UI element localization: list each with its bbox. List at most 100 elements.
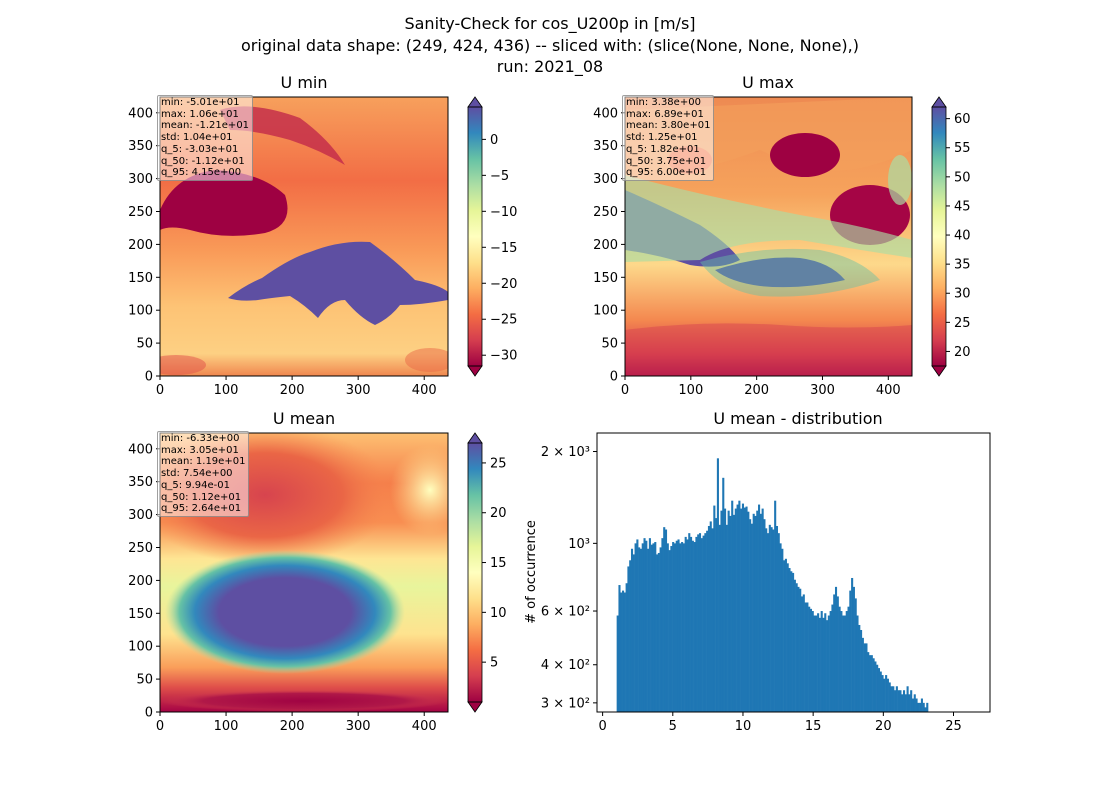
histogram-bar bbox=[691, 540, 694, 712]
histogram-y-tick-label: 10³ bbox=[568, 537, 590, 552]
umean-colorbar-tick-label: 20 bbox=[490, 506, 507, 521]
histogram-bar bbox=[788, 568, 791, 712]
histogram-bar bbox=[720, 510, 723, 712]
histogram-bar bbox=[736, 504, 739, 712]
histogram-bar bbox=[670, 546, 673, 712]
umin-colorbar-tick-label: 0 bbox=[490, 133, 498, 148]
umin-y-tick-label: 0 bbox=[145, 370, 153, 385]
umax-x-tick-label: 100 bbox=[678, 383, 703, 398]
umean-colorbar-extend-bottom bbox=[467, 701, 483, 713]
umax-x-axis: 0 100 200 300 400 bbox=[621, 376, 901, 398]
umax-x-tick-label: 400 bbox=[876, 383, 901, 398]
umax-colorbar-extend-bottom bbox=[931, 365, 947, 377]
umin-x-tick-label: 400 bbox=[412, 383, 437, 398]
umax-colorbar-tick-label: 25 bbox=[954, 316, 971, 331]
umean-panel: U mean 0 100 200 300 400 0 50 100 150 200 250 300 3… bbox=[128, 409, 506, 734]
umean-y-tick-label: 150 bbox=[128, 607, 153, 622]
histogram-bar bbox=[845, 611, 848, 712]
histogram-bar bbox=[908, 694, 911, 712]
umax-title: U max bbox=[742, 73, 794, 92]
histogram-bar bbox=[879, 671, 882, 712]
umin-y-tick-label: 150 bbox=[128, 271, 153, 286]
histogram-bar bbox=[802, 594, 805, 712]
histogram-bar bbox=[894, 690, 897, 712]
histogram-y-tick-label: 4 × 10² bbox=[541, 658, 590, 673]
umax-x-tick-label: 0 bbox=[621, 383, 629, 398]
histogram-bar bbox=[668, 550, 671, 712]
umax-heatmap bbox=[625, 97, 912, 376]
umax-y-tick-label: 350 bbox=[593, 139, 618, 154]
histogram-bar bbox=[745, 506, 748, 712]
umin-stat-std: std: 1.04e+01 bbox=[161, 132, 233, 144]
histogram-bar bbox=[686, 539, 689, 712]
histogram-bar bbox=[858, 624, 861, 712]
umean-heatmap bbox=[160, 433, 448, 712]
umax-y-tick-label: 0 bbox=[610, 370, 618, 385]
histogram-bar bbox=[883, 678, 886, 712]
histogram-bar bbox=[806, 602, 809, 712]
umean-y-tick-label: 200 bbox=[128, 574, 153, 589]
umean-x-tick-label: 400 bbox=[412, 719, 437, 734]
histogram-bar bbox=[838, 606, 841, 712]
histogram-panel: U mean - distribution 0 5 10 15 20 25 3 × 10²… bbox=[524, 409, 991, 734]
histogram-bar bbox=[750, 523, 753, 712]
histogram-bar bbox=[663, 527, 666, 712]
histogram-bar bbox=[677, 539, 680, 712]
histogram-bar bbox=[682, 543, 685, 712]
histogram-bar bbox=[842, 615, 845, 712]
histogram-bar bbox=[813, 615, 816, 712]
umean-x-tick-label: 0 bbox=[156, 719, 164, 734]
histogram-x-tick-label: 10 bbox=[735, 719, 752, 734]
histogram-bar bbox=[890, 686, 893, 712]
umax-stats-box: min: 3.38e+00 max: 6.89e+01 mean: 3.80e+… bbox=[622, 95, 715, 181]
histogram-bar bbox=[684, 536, 687, 712]
histogram-bar bbox=[822, 617, 825, 712]
histogram-bar bbox=[786, 563, 789, 712]
histogram-bar bbox=[756, 510, 759, 712]
histogram-bar bbox=[652, 543, 655, 712]
umean-x-tick-label: 200 bbox=[280, 719, 305, 734]
figure-title-line-3: run: 2021_08 bbox=[496, 57, 604, 76]
histogram-bar bbox=[886, 678, 889, 712]
histogram-bar bbox=[675, 540, 678, 712]
umax-colorbar-tick-label: 30 bbox=[954, 287, 971, 302]
umean-stat-q5: q_5: 9.94e-01 bbox=[161, 479, 231, 491]
histogram-x-tick-label: 0 bbox=[598, 719, 606, 734]
histogram-bar bbox=[840, 611, 843, 712]
histogram-x-axis: 0 5 10 15 20 25 bbox=[598, 712, 962, 734]
histogram-bar bbox=[759, 513, 762, 712]
histogram-bar bbox=[901, 694, 904, 712]
histogram-bar bbox=[618, 585, 621, 712]
histogram-bar bbox=[634, 543, 637, 712]
histogram-bar bbox=[913, 694, 916, 712]
umean-stat-mean: mean: 1.19e+01 bbox=[161, 456, 246, 468]
umin-y-tick-label: 300 bbox=[128, 172, 153, 187]
umean-y-tick-label: 50 bbox=[136, 673, 153, 688]
histogram-bar bbox=[741, 503, 745, 712]
histogram-bar bbox=[833, 594, 836, 712]
histogram-bar bbox=[820, 611, 823, 712]
umax-stat-q95: q_95: 6.00e+01 bbox=[626, 167, 707, 179]
umin-x-tick-label: 200 bbox=[280, 383, 305, 398]
histogram-y-tick-label: 3 × 10² bbox=[541, 696, 590, 711]
umean-y-axis: 0 50 100 150 200 250 300 350 400 bbox=[128, 442, 160, 721]
histogram-bar bbox=[892, 686, 895, 712]
histogram-bar bbox=[897, 690, 900, 712]
histogram-bar bbox=[827, 615, 830, 712]
histogram-bar bbox=[784, 558, 787, 712]
histogram-bar bbox=[885, 675, 888, 712]
histogram-bar bbox=[620, 592, 623, 712]
umean-y-tick-label: 400 bbox=[128, 442, 153, 457]
histogram-bar bbox=[811, 611, 814, 712]
histogram-bar bbox=[704, 533, 707, 712]
histogram-bar bbox=[881, 675, 884, 712]
umean-stat-max: max: 3.05e+01 bbox=[161, 444, 239, 456]
histogram-bar bbox=[729, 515, 732, 712]
histogram-bar bbox=[888, 682, 891, 712]
histogram-bar bbox=[852, 586, 855, 712]
umax-stat-q50: q_50: 3.75e+01 bbox=[626, 155, 707, 167]
histogram-bar bbox=[915, 698, 918, 712]
histogram-bar bbox=[924, 707, 927, 712]
histogram-bar bbox=[793, 579, 796, 712]
umin-x-axis: 0 100 200 300 400 bbox=[156, 376, 437, 398]
